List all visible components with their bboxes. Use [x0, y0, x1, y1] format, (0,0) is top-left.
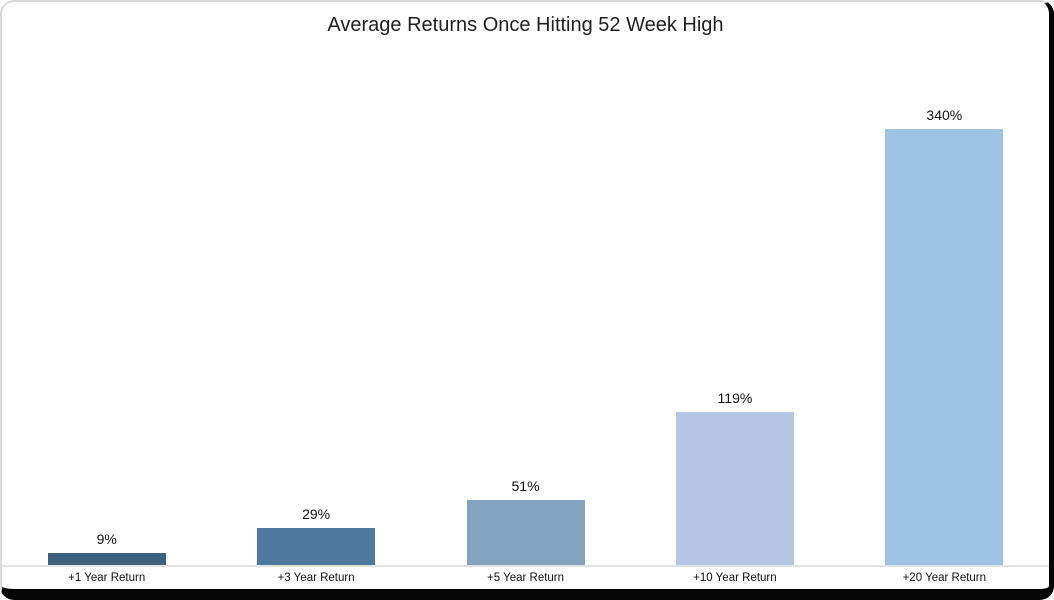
- bar-group: 29%: [211, 506, 420, 565]
- bar: [675, 412, 794, 565]
- bar-value-label: 51%: [511, 478, 540, 494]
- bar-group: 340%: [840, 107, 1049, 565]
- x-axis-label: +20 Year Return: [902, 572, 987, 584]
- bars-row: 9% 29% 51% 119% 340%: [2, 107, 1049, 565]
- bar: [466, 500, 585, 565]
- x-axis-label: +5 Year Return: [486, 572, 565, 584]
- x-axis-label: +10 Year Return: [693, 572, 777, 584]
- bar-value-label: 29%: [302, 506, 331, 522]
- chart-title: Average Returns Once Hitting 52 Week Hig…: [327, 14, 724, 36]
- x-axis-line: [2, 565, 1049, 567]
- bar-value-label: 119%: [717, 390, 753, 406]
- bar: [885, 129, 1004, 565]
- plot-area: 9% 29% 51% 119% 340% +1 Year Return +3 Year R…: [2, 2, 1049, 589]
- bar-group: 51%: [421, 478, 630, 565]
- bar-group: 119%: [630, 390, 839, 565]
- bar-value-label: 340%: [926, 107, 963, 123]
- x-axis-labels: +1 Year Return +3 Year Return +5 Year Retu…: [2, 567, 1049, 589]
- bar-value-label: 9%: [96, 531, 117, 547]
- x-axis-label: +3 Year Return: [277, 572, 355, 584]
- bar-group: 9%: [2, 531, 211, 565]
- bar: [47, 553, 166, 565]
- bar: [257, 528, 376, 565]
- x-axis-label: +1 Year Return: [68, 572, 146, 584]
